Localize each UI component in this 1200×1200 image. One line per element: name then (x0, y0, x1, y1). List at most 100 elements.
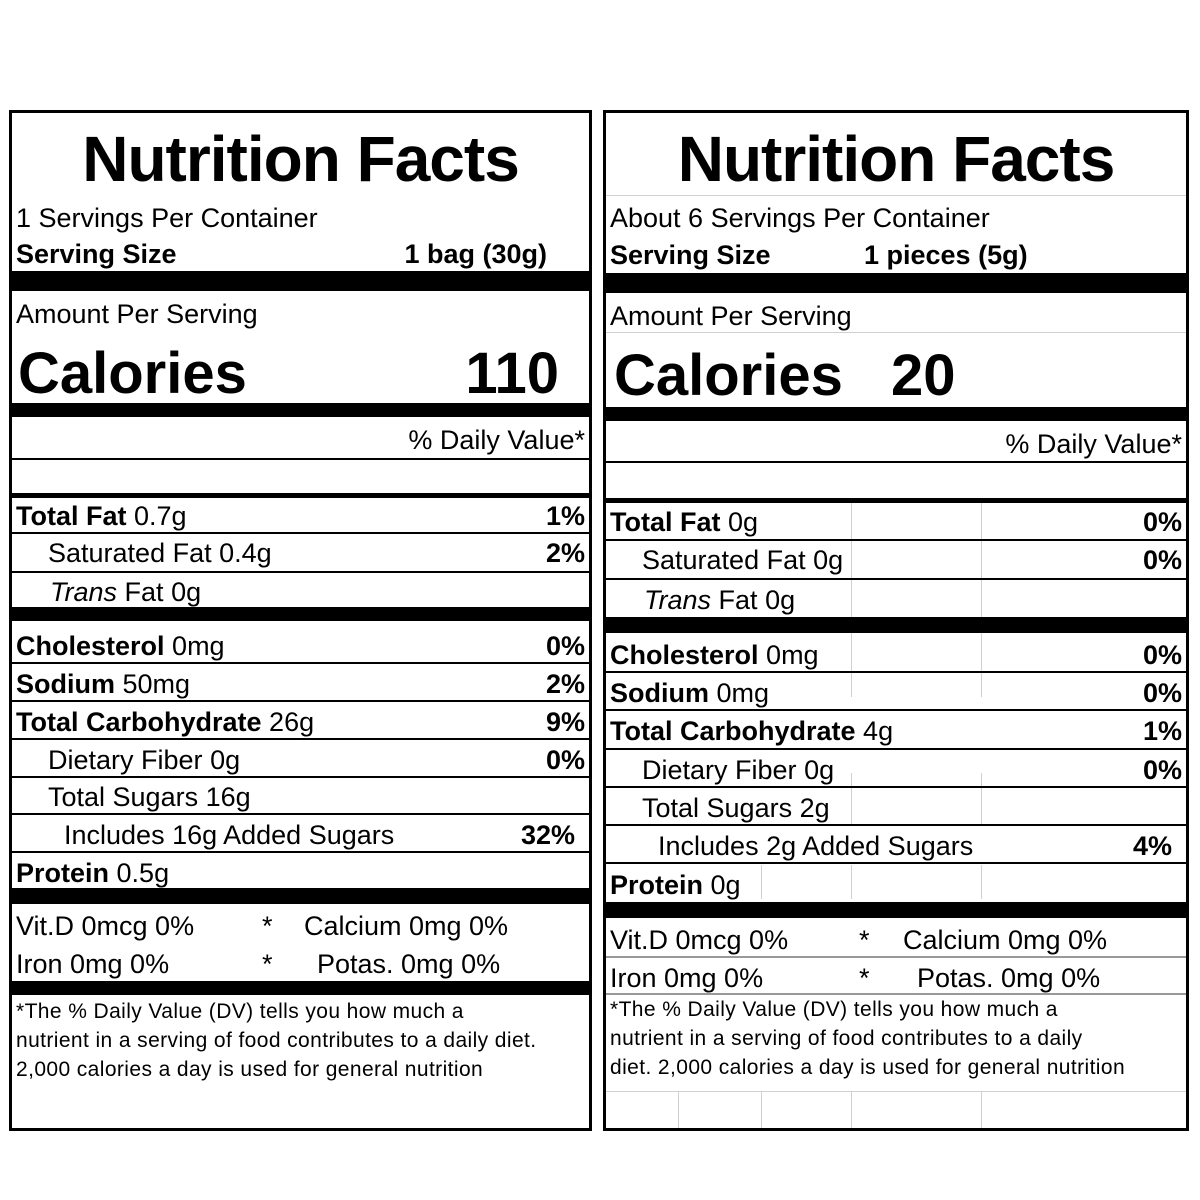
divider (606, 539, 1186, 541)
separator-star: * (859, 963, 870, 993)
nutrient-dv: 0% (1142, 678, 1182, 708)
gridline (981, 633, 982, 697)
separator-star: * (262, 949, 273, 979)
nutrient-dv: 2% (545, 669, 585, 699)
divider (12, 813, 589, 815)
divider (12, 776, 589, 778)
divider (606, 671, 1186, 673)
calories-label: Calories (614, 343, 843, 408)
nutrient-row-added-sugars: Includes 2g Added Sugars (658, 831, 974, 861)
nutrient-row-sodium: Sodium 0mg (610, 678, 770, 708)
gridline (851, 633, 852, 697)
gridline (606, 195, 1186, 196)
daily-value-header: % Daily Value* (1005, 429, 1182, 459)
serving-size-label: Serving Size (610, 240, 771, 270)
divider (606, 748, 1186, 750)
nutrient-dv: 0% (545, 745, 585, 775)
footnote-line: *The % Daily Value (DV) tells you how mu… (610, 998, 1058, 1021)
gridline (851, 1091, 852, 1128)
footnote-line: diet. 2,000 calories a day is used for g… (610, 1056, 1126, 1079)
gridline (761, 1091, 762, 1128)
nutrient-dv: 0% (1142, 507, 1182, 537)
divider (12, 571, 589, 573)
nutrient-row-total-fat: Total Fat 0g (610, 507, 759, 537)
calories-value: 110 (465, 341, 559, 406)
footnote-line: 2,000 calories a day is used for general… (16, 1058, 484, 1081)
gridline (981, 501, 982, 619)
iron: Iron 0mg 0% (610, 963, 764, 993)
nutrient-row-cholesterol: Cholesterol 0mg (16, 631, 225, 661)
servings-per-container: About 6 Servings Per Container (610, 203, 990, 233)
gridline (851, 501, 852, 619)
thick-divider (12, 607, 589, 621)
thick-divider (12, 981, 589, 995)
divider (12, 700, 589, 702)
nutrition-label-right: Nutrition Facts About 6 Servings Per Con… (603, 110, 1189, 1131)
divider (12, 532, 589, 534)
footnote-line: *The % Daily Value (DV) tells you how mu… (16, 1000, 464, 1023)
nutrient-dv: 0% (545, 631, 585, 661)
nutrient-row-sodium: Sodium 50mg (16, 669, 191, 699)
divider (606, 786, 1186, 788)
calcium: Calcium 0mg 0% (903, 925, 1108, 955)
footnote-line: nutrient in a serving of food contribute… (16, 1029, 537, 1052)
vitamin-d: Vit.D 0mcg 0% (610, 925, 789, 955)
gridline (606, 1091, 1186, 1092)
thick-divider (606, 617, 1186, 633)
calories-label: Calories (18, 341, 247, 406)
separator-star: * (859, 925, 870, 955)
nutrient-dv: 32% (520, 820, 575, 850)
gridline (851, 773, 852, 825)
servings-per-container: 1 Servings Per Container (16, 203, 318, 233)
label-title: Nutrition Facts (82, 123, 520, 195)
divider (606, 993, 1186, 995)
nutrient-row-total-sugars: Total Sugars 2g (642, 793, 830, 823)
vitamin-d: Vit.D 0mcg 0% (16, 911, 195, 941)
gridline (981, 865, 982, 899)
nutrient-dv: 4% (1132, 831, 1172, 861)
nutrient-row-total-fat: Total Fat 0.7g (16, 501, 187, 531)
nutrition-label-left: Nutrition Facts 1 Servings Per Container… (9, 110, 592, 1131)
nutrient-row-protein: Protein 0g (610, 870, 741, 900)
label-title: Nutrition Facts (677, 123, 1116, 195)
gridline (606, 332, 1186, 333)
nutrient-dv: 2% (545, 538, 585, 568)
calcium: Calcium 0mg 0% (304, 911, 509, 941)
iron: Iron 0mg 0% (16, 949, 170, 979)
divider (606, 824, 1186, 826)
thick-divider (606, 902, 1186, 918)
gridline (678, 1091, 679, 1128)
nutrient-row-trans-fat: Trans Fat 0g (50, 577, 202, 607)
footnote-line: nutrient in a serving of food contribute… (610, 1027, 1083, 1050)
divider (606, 578, 1186, 580)
medium-divider (12, 493, 589, 498)
nutrient-row-protein: Protein 0.5g (16, 858, 170, 888)
nutrient-row-dietary-fiber: Dietary Fiber 0g (642, 755, 835, 785)
thick-divider (12, 271, 589, 291)
nutrient-dv: 0% (1142, 755, 1182, 785)
nutrient-row-cholesterol: Cholesterol 0mg (610, 640, 819, 670)
nutrient-row-saturated-fat: Saturated Fat 0.4g (48, 538, 272, 568)
thick-divider (12, 403, 589, 417)
nutrient-row-total-carbohydrate: Total Carbohydrate 26g (16, 707, 315, 737)
amount-per-serving: Amount Per Serving (16, 299, 258, 329)
divider (606, 956, 1186, 958)
serving-size-value: 1 pieces (5g) (864, 240, 1028, 270)
medium-divider (606, 498, 1186, 503)
divider (606, 709, 1186, 711)
nutrient-dv: 0% (1142, 640, 1182, 670)
divider (12, 458, 589, 460)
potassium: Potas. 0mg 0% (317, 949, 501, 979)
nutrient-dv: 1% (1142, 716, 1182, 746)
thick-divider (606, 273, 1186, 293)
nutrient-row-saturated-fat: Saturated Fat 0g (642, 545, 844, 575)
nutrient-row-dietary-fiber: Dietary Fiber 0g (48, 745, 241, 775)
divider (12, 851, 589, 853)
divider (12, 738, 589, 740)
divider (606, 862, 1186, 864)
divider (12, 662, 589, 664)
amount-per-serving: Amount Per Serving (610, 301, 852, 331)
gridline (981, 773, 982, 825)
gridline (981, 1091, 982, 1128)
nutrient-dv: 1% (545, 501, 585, 531)
